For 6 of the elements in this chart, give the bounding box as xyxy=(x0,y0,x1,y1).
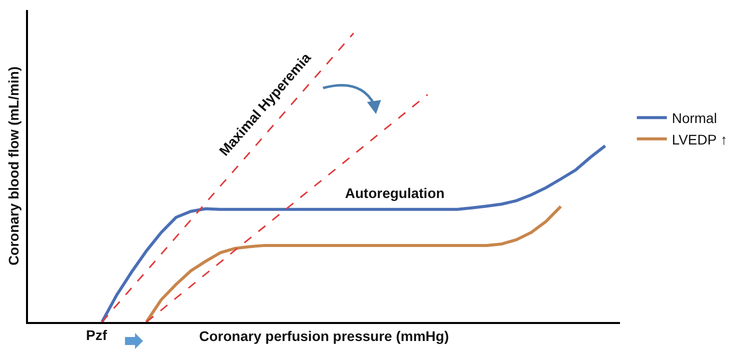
annotation: Autoregulation xyxy=(345,185,445,201)
legend-label: LVEDP ↑ xyxy=(672,131,728,148)
x-axis-title: Coronary perfusion pressure (mmHg) xyxy=(199,328,449,344)
legend-label: Normal xyxy=(672,110,717,126)
text: Pzf xyxy=(86,327,108,343)
y-axis-title: Coronary blood flow (mL/min) xyxy=(5,66,22,266)
